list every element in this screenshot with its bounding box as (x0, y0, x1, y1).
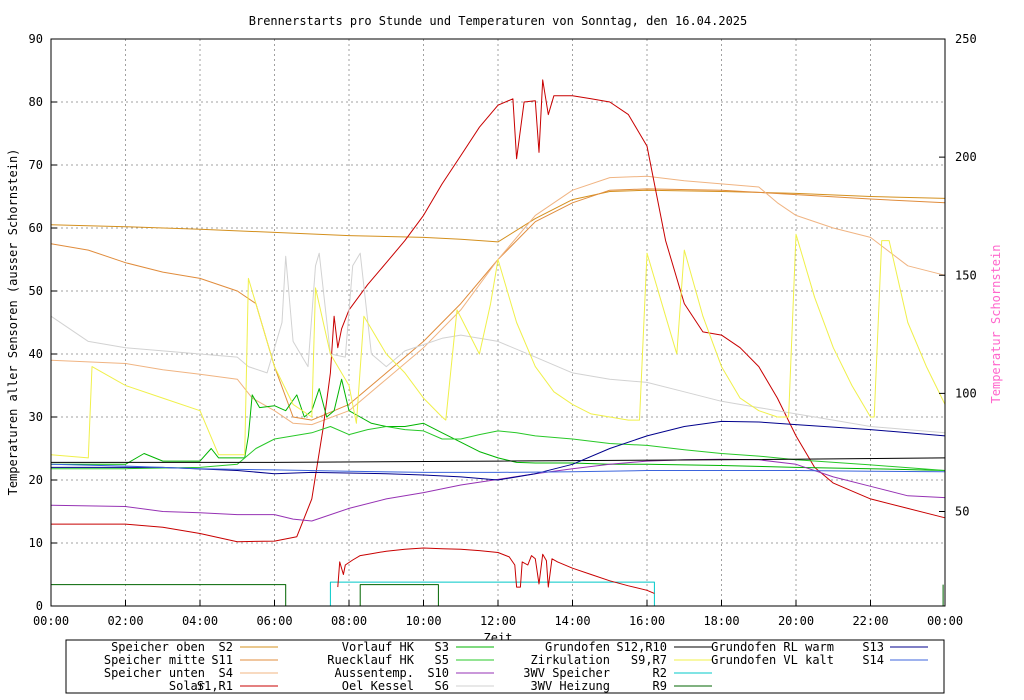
y-axis-label: Temperaturen aller Sensoren (ausser Scho… (6, 149, 20, 496)
legend-label: Zirkulation (531, 653, 610, 667)
legend-box (65, 639, 945, 694)
legend: Speicher oben S2 Speicher mitte S11 Speicher… (104, 640, 928, 693)
legend-label: Speicher unten (104, 666, 205, 680)
legend-label: Speicher oben (111, 640, 205, 654)
x-tick-label: 22:00 (852, 614, 888, 628)
series-line-grundofen-rl-warm (51, 420, 946, 481)
y-tick-label: 80 (29, 95, 43, 109)
series-line-vorlauf-hk (51, 378, 946, 471)
x-tick-label: 14:00 (554, 614, 590, 628)
legend-label: Aussentemp. (335, 666, 414, 680)
legend-label: Grundofen (545, 640, 610, 654)
legend-sensor: R2 (653, 666, 667, 680)
legend-sensor: S1,R1 (197, 679, 233, 693)
y-tick-label: 90 (29, 32, 43, 46)
y-tick-label: 40 (29, 347, 43, 361)
series-line-3wv-heizung (51, 584, 944, 607)
legend-sensor: S11 (211, 653, 233, 667)
x-tick-label: 00:00 (33, 614, 69, 628)
y2-tick-label: 150 (955, 268, 977, 282)
legend-label: Speicher mitte (104, 653, 205, 667)
legend-sensor: S12,R10 (616, 640, 667, 654)
series-line-3wv-speicher (329, 581, 655, 606)
x-tick-label: 02:00 (107, 614, 143, 628)
y-tick-label: 30 (29, 410, 43, 424)
chart-title: Brennerstarts pro Stunde und Temperature… (249, 14, 748, 28)
legend-sensor: S13 (862, 640, 884, 654)
x-tick-label: 18:00 (703, 614, 739, 628)
legend-sensor: S14 (862, 653, 884, 667)
legend-label: Grundofen RL warm (711, 640, 834, 654)
series-line-grundofen (51, 457, 946, 463)
series-line-aussentemp (50, 458, 946, 522)
legend-label: Oel Kessel (342, 679, 414, 693)
y-axis-ticks: 0 10 20 30 40 50 60 70 80 90 (29, 32, 57, 613)
legend-label: Ruecklauf HK (327, 653, 414, 667)
legend-sensor: S5 (435, 653, 449, 667)
series-line-oel-kessel (50, 252, 946, 434)
series-line-speicher-mitte (50, 188, 946, 421)
legend-sensor: S9,R7 (631, 653, 667, 667)
grid-lines (51, 39, 945, 606)
y2-tick-label: 250 (955, 32, 977, 46)
legend-label: Vorlauf HK (342, 640, 415, 654)
legend-sensor: S4 (219, 666, 233, 680)
y-tick-label: 0 (36, 599, 43, 613)
x-tick-label: 20:00 (778, 614, 814, 628)
x-tick-label: 06:00 (256, 614, 292, 628)
x-tick-label: 12:00 (480, 614, 516, 628)
series-line-zirkulation (50, 233, 946, 459)
x-tick-label: 10:00 (405, 614, 441, 628)
y2-tick-label: 200 (955, 150, 977, 164)
y-tick-label: 20 (29, 473, 43, 487)
y-tick-label: 50 (29, 284, 43, 298)
legend-sensor: S10 (427, 666, 449, 680)
legend-sensor: S6 (435, 679, 449, 693)
y-tick-label: 70 (29, 158, 43, 172)
x-tick-label: 08:00 (331, 614, 367, 628)
series-lines (50, 79, 946, 607)
legend-label: Solar (169, 679, 205, 693)
series-line-solar (51, 79, 946, 543)
x-tick-label: 00:00 (927, 614, 963, 628)
y2-tick-label: 50 (955, 505, 969, 519)
legend-label: Grundofen VL kalt (711, 653, 834, 667)
y2-tick-label: 100 (955, 386, 977, 400)
legend-sensor: S2 (219, 640, 233, 654)
legend-sensor: R9 (653, 679, 667, 693)
y-tick-label: 10 (29, 536, 43, 550)
y2-axis-label: Temperatur Schornstein (989, 245, 1003, 404)
legend-label: 3WV Heizung (531, 679, 610, 693)
series-line-brennerstarts (337, 547, 655, 594)
series-line-grundofen-vl-kalt (50, 463, 946, 473)
series-line-ruecklauf-hk (51, 426, 946, 471)
legend-label: 3WV Speicher (523, 666, 610, 680)
y-tick-label: 60 (29, 221, 43, 235)
y2-axis-ticks: 50 100 150 200 250 (939, 32, 977, 519)
legend-sensor: S3 (435, 640, 449, 654)
x-tick-label: 04:00 (182, 614, 218, 628)
x-tick-label: 16:00 (629, 614, 665, 628)
x-axis-ticks: 00:00 02:00 04:00 06:00 08:00 10:00 12:00 14:00… (33, 600, 963, 628)
